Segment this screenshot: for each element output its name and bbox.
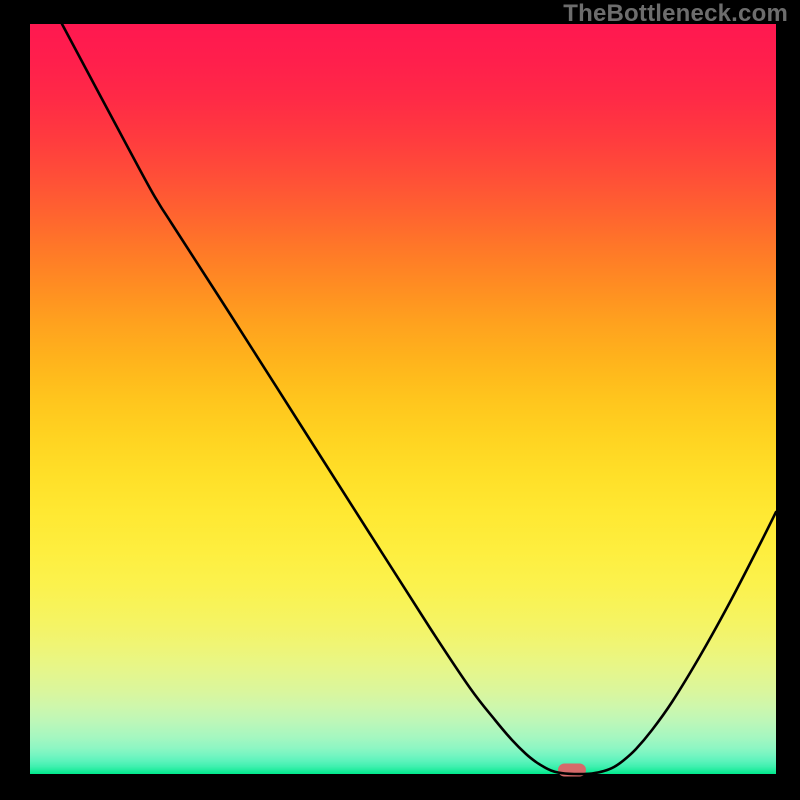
chart-container: TheBottleneck.com	[0, 0, 800, 800]
bottleneck-curve-chart	[0, 0, 800, 800]
plot-background	[30, 24, 776, 774]
watermark-text: TheBottleneck.com	[563, 0, 788, 28]
